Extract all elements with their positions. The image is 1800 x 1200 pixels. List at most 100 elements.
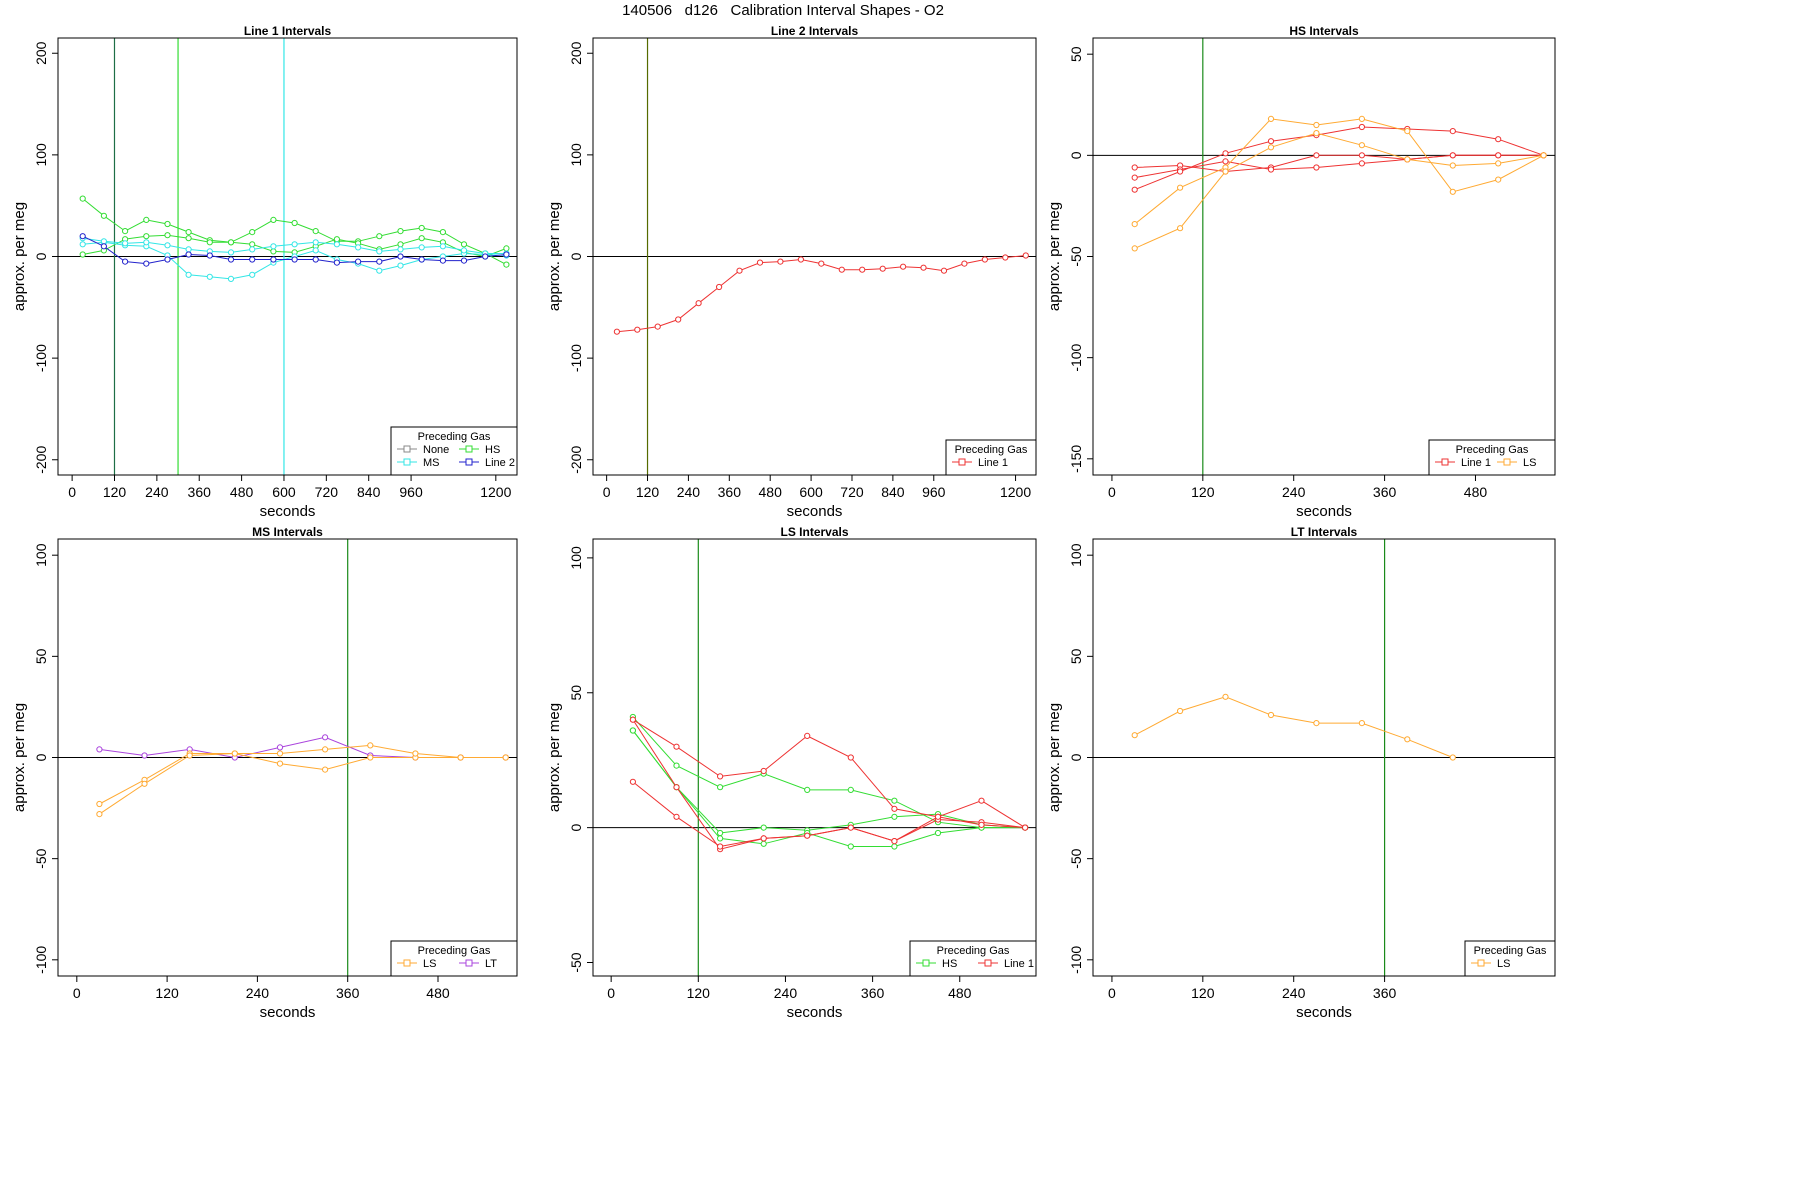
x-tick-label: 360	[718, 484, 742, 500]
data-point	[418, 224, 425, 232]
data-point	[891, 797, 898, 804]
data-point	[891, 843, 898, 850]
y-axis-label: approx. per meg	[546, 202, 563, 311]
data-point	[276, 750, 284, 757]
data-point	[460, 257, 468, 264]
data-point	[186, 752, 193, 759]
data-point	[418, 244, 425, 251]
data-point	[1495, 136, 1502, 143]
legend-entry-label: LS	[1523, 457, 1536, 469]
data-point	[143, 216, 150, 223]
chart-title: MS Intervals	[252, 525, 323, 539]
data-point	[1313, 121, 1320, 129]
data-point	[940, 267, 948, 274]
data-point	[122, 228, 129, 235]
x-tick-label: 240	[774, 985, 798, 1001]
data-point	[1222, 150, 1229, 157]
y-tick-label: 100	[33, 143, 49, 167]
data-point	[717, 843, 724, 850]
y-tick-label: 50	[1068, 46, 1084, 62]
data-point	[249, 229, 256, 236]
data-point	[1222, 693, 1229, 700]
data-point	[1177, 168, 1184, 175]
data-point	[376, 258, 383, 265]
plot-frame	[1092, 37, 1556, 476]
legend-swatch-marker	[403, 959, 411, 967]
data-point	[934, 813, 942, 820]
legend-title: Preceding Gas	[937, 945, 1010, 957]
x-tick-label: 600	[799, 484, 823, 500]
data-point	[777, 258, 784, 265]
data-point	[227, 239, 235, 246]
data-point	[1177, 225, 1184, 232]
data-point	[418, 256, 425, 263]
data-point	[291, 241, 298, 248]
data-point	[1313, 164, 1320, 171]
chart-panel-3: HS Intervals 0 120 240 360 480 -150 -100 -50 0 50 s…	[1046, 24, 1556, 520]
data-point	[185, 271, 192, 278]
data-point	[333, 241, 340, 248]
data-point	[397, 246, 404, 253]
legend-swatch-marker	[1503, 458, 1511, 466]
data-point	[1131, 164, 1138, 171]
data-point	[1404, 736, 1411, 743]
y-tick-label: 0	[1068, 753, 1084, 761]
data-point	[675, 316, 682, 323]
chart-panel-4: MS Intervals 0 120 240 360 480 -100 -50 0 50 100 se…	[11, 525, 518, 1021]
data-point	[276, 744, 284, 751]
data-point	[439, 243, 446, 250]
data-point	[760, 835, 767, 842]
series-line	[1134, 696, 1453, 758]
data-point	[322, 746, 329, 753]
data-point	[1131, 732, 1138, 739]
series-line	[1134, 118, 1544, 225]
y-axis-label: approx. per meg	[1046, 703, 1063, 812]
x-tick-label: 240	[1282, 484, 1306, 500]
data-point	[1358, 160, 1366, 167]
x-tick-label: 960	[922, 484, 946, 500]
data-point	[961, 260, 968, 267]
x-axis-label: seconds	[1296, 1004, 1352, 1021]
data-point	[143, 260, 150, 267]
chart-panel-1: Line 1 Intervals 0 120 240 360 480 600 720 840 96…	[11, 24, 518, 520]
data-point	[502, 754, 509, 761]
x-axis-label: seconds	[1296, 503, 1352, 520]
x-tick-label: 240	[246, 985, 270, 1001]
y-tick-label: -100	[1068, 946, 1084, 974]
y-tick-label: -100	[568, 344, 584, 372]
data-point	[503, 261, 510, 268]
data-point	[1313, 720, 1320, 727]
legend-entry-label: HS	[942, 958, 957, 970]
legend-title: Preceding Gas	[1456, 444, 1529, 456]
y-tick-label: -100	[33, 344, 49, 372]
data-point	[1358, 152, 1366, 159]
data-point	[1131, 245, 1138, 252]
chart-title: LS Intervals	[780, 525, 848, 539]
data-point	[716, 283, 723, 291]
data-point	[270, 216, 277, 223]
data-point	[818, 260, 825, 267]
y-axis-label: approx. per meg	[546, 703, 563, 812]
x-tick-label: 360	[861, 985, 885, 1001]
data-point	[122, 240, 129, 247]
x-tick-label: 0	[1108, 484, 1116, 500]
x-tick-label: 960	[399, 484, 423, 500]
y-tick-label: 200	[33, 41, 49, 65]
data-point	[891, 838, 898, 845]
x-tick-label: 360	[1373, 985, 1397, 1001]
data-point	[920, 264, 927, 271]
data-point	[859, 266, 866, 273]
x-tick-label: 1200	[480, 484, 511, 500]
data-point	[503, 245, 510, 252]
data-point	[227, 256, 235, 263]
data-point	[1449, 128, 1456, 135]
data-point	[482, 253, 489, 260]
data-point	[760, 824, 767, 831]
y-tick-label: 50	[33, 648, 49, 664]
y-axis-label: approx. per meg	[11, 202, 28, 311]
data-point	[673, 813, 680, 820]
series-line	[1134, 154, 1544, 179]
